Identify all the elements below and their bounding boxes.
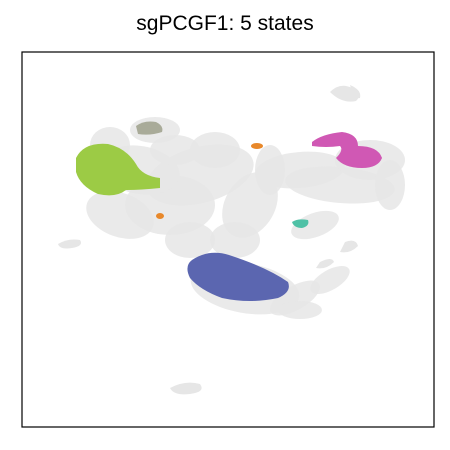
- state-cluster-orange: [251, 143, 263, 149]
- state-cluster-teal: [292, 219, 309, 228]
- background-cell-region: [278, 301, 322, 319]
- background-cell-region: [58, 239, 81, 249]
- background-cell-region: [86, 191, 154, 239]
- background-cell-region: [210, 222, 260, 258]
- background-cell-region: [255, 145, 285, 195]
- background-cell-region: [165, 222, 215, 258]
- background-cell-region: [330, 85, 359, 102]
- background-cell-region: [340, 240, 358, 253]
- background-cell-region: [375, 160, 405, 210]
- state-clusters: [76, 121, 382, 301]
- background-cell-region: [291, 210, 339, 240]
- background-cell-region: [316, 259, 334, 269]
- state-cluster-gray: [136, 121, 163, 135]
- state-cluster-orange: [156, 213, 164, 219]
- state-cluster-green: [76, 143, 160, 196]
- background-cell-region: [170, 382, 202, 395]
- plot-frame: [21, 51, 435, 428]
- background-cell-region: [190, 132, 240, 168]
- state-cluster-magenta: [312, 132, 382, 168]
- background-cells: [58, 85, 405, 395]
- state-cluster-blue: [187, 252, 289, 301]
- background-cell-region: [350, 85, 361, 99]
- chart-title: sgPCGF1: 5 states: [136, 12, 314, 35]
- background-cell-region: [150, 135, 200, 165]
- background-cell-region: [310, 266, 350, 294]
